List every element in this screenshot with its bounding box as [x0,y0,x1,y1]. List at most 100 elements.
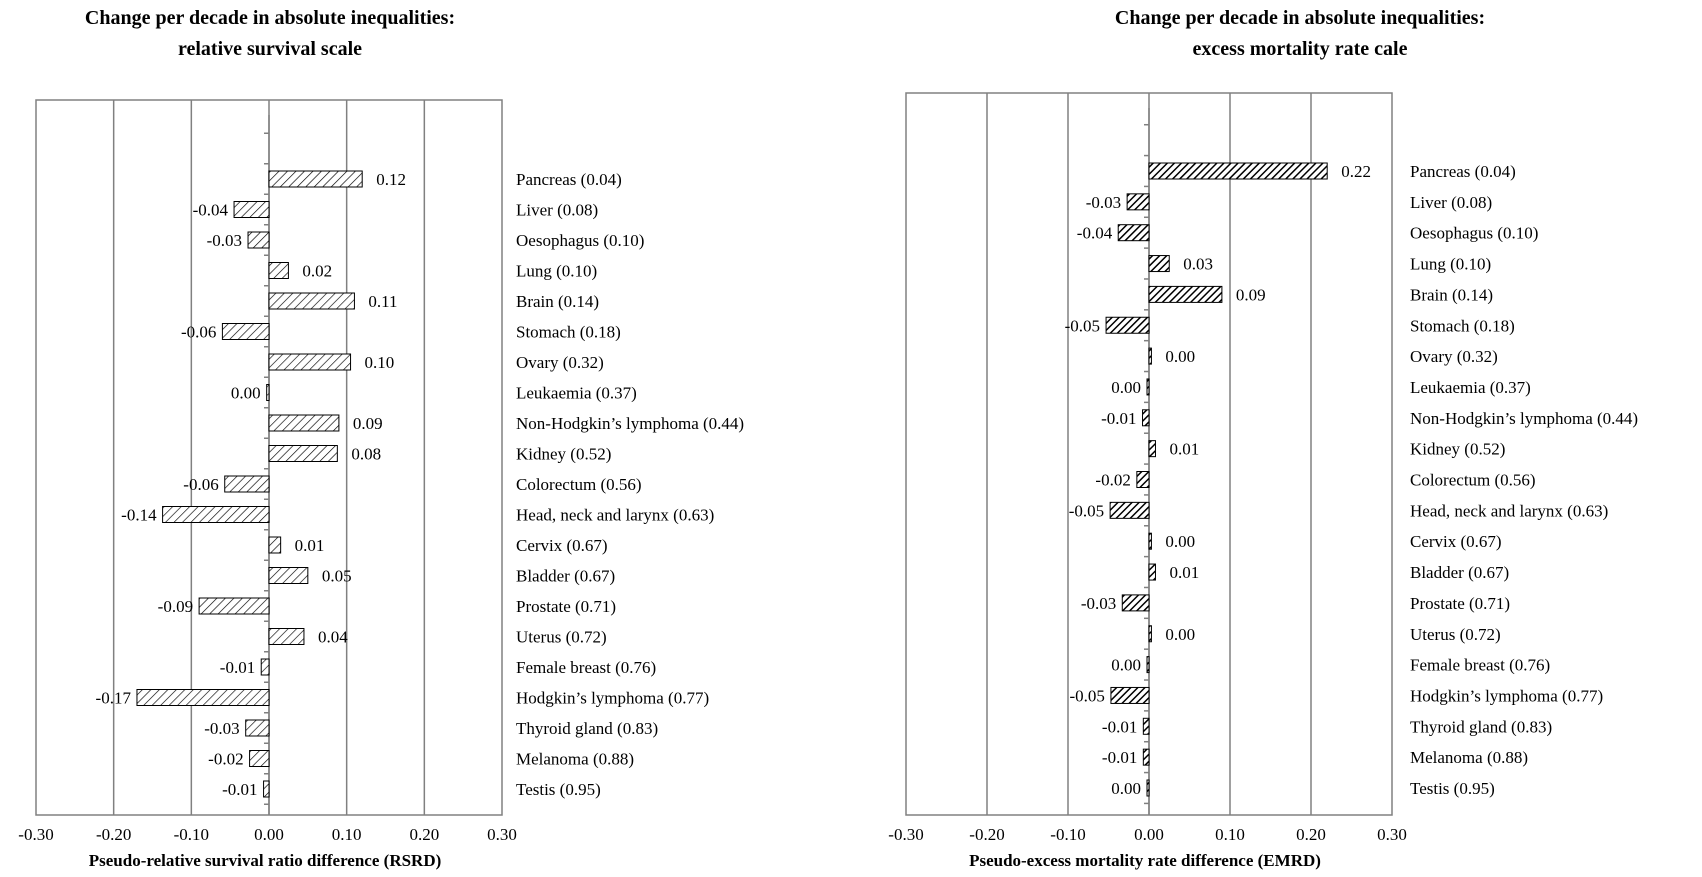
right-data-label: -0.03 [1081,594,1116,613]
right-category-label: Cervix (0.67) [1410,532,1502,551]
left-chart: Change per decade in absolute inequaliti… [18,7,744,870]
left-category-label: Lung (0.10) [516,262,597,281]
right-bar [1148,563,1156,581]
left-bar [224,475,270,493]
right-category-label: Non-Hodgkin’s lymphoma (0.44) [1410,409,1638,428]
right-x-tick-label: 0.10 [1215,825,1245,844]
left-x-tick-label: -0.10 [174,825,209,844]
left-data-label: -0.06 [181,323,216,342]
left-category-label: Bladder (0.67) [516,567,615,586]
right-data-label: 0.00 [1165,625,1195,644]
right-data-label: 0.00 [1111,378,1141,397]
left-data-label: -0.06 [183,475,218,494]
right-data-label: -0.05 [1065,316,1100,335]
left-category-label: Ovary (0.32) [516,353,604,372]
left-bar [268,170,363,188]
right-data-label: 0.22 [1341,162,1371,181]
left-data-label: 0.04 [318,628,348,647]
left-category-label: Pancreas (0.04) [516,170,622,189]
right-category-label: Prostate (0.71) [1410,594,1510,613]
left-data-label: 0.02 [302,262,332,281]
left-category-label: Testis (0.95) [516,780,601,799]
left-x-tick-label: -0.30 [18,825,53,844]
right-category-label: Melanoma (0.88) [1410,748,1528,767]
left-data-label: 0.11 [368,292,397,311]
left-bar [233,201,270,218]
right-data-label: 0.03 [1183,255,1213,274]
left-category-label: Brain (0.14) [516,292,599,311]
left-bar [162,506,270,523]
right-data-label: -0.05 [1069,501,1104,520]
left-category-label: Stomach (0.18) [516,323,621,342]
left-data-label: 0.08 [351,445,381,464]
right-data-label: -0.01 [1102,717,1137,736]
right-bar [1117,224,1150,242]
right-category-label: Ovary (0.32) [1410,347,1498,366]
left-chart-title: Change per decade in absolute inequaliti… [85,7,455,29]
left-data-label: -0.02 [208,750,243,769]
right-bar [1136,471,1150,488]
right-category-label: Bladder (0.67) [1410,563,1509,582]
left-category-label: Kidney (0.52) [516,445,611,464]
right-bar [1146,378,1150,396]
left-bar [245,719,270,737]
right-chart: Change per decade in absolute inequaliti… [888,7,1638,870]
left-category-label: Cervix (0.67) [516,536,608,555]
right-bar [1105,316,1150,334]
right-data-label: 0.00 [1165,532,1195,551]
left-data-label: -0.14 [121,506,157,525]
left-data-label: 0.10 [365,353,395,372]
left-bar [268,353,352,371]
right-bar [1146,656,1150,674]
right-chart-title: Change per decade in absolute inequaliti… [1115,7,1485,29]
left-data-label: 0.09 [353,414,383,433]
right-bar [1148,532,1152,550]
left-category-label: Oesophagus (0.10) [516,231,644,250]
left-bar [221,323,270,340]
left-bar [198,597,270,615]
right-bar [1121,594,1150,612]
right-data-label: -0.04 [1077,224,1113,243]
right-x-tick-label: 0.20 [1296,825,1326,844]
left-category-label: Leukaemia (0.37) [516,384,637,403]
left-category-label: Female breast (0.76) [516,658,656,677]
left-category-label: Non-Hodgkin’s lymphoma (0.44) [516,414,744,433]
left-data-label: -0.04 [193,201,229,220]
right-category-label: Oesophagus (0.10) [1410,224,1538,243]
left-data-label: -0.03 [204,719,239,738]
right-bar [1146,779,1150,797]
left-data-label: -0.09 [158,597,193,616]
right-data-label: 0.00 [1165,347,1195,366]
left-bar [268,536,282,554]
left-x-tick-label: 0.10 [332,825,362,844]
right-bar [1110,686,1150,704]
left-data-label: -0.01 [222,780,257,799]
right-bar [1148,347,1152,365]
right-chart-subtitle: excess mortality rate cale [1193,38,1408,60]
right-data-label: -0.01 [1102,748,1137,767]
left-bar [266,384,270,401]
right-bar [1148,255,1170,273]
right-bar [1126,193,1150,211]
right-x-tick-label: -0.10 [1050,825,1085,844]
right-x-tick-label: 0.00 [1134,825,1164,844]
left-bar [268,445,338,462]
left-data-label: -0.17 [96,689,132,708]
left-category-label: Melanoma (0.88) [516,750,634,769]
right-x-tick-label: -0.30 [888,825,923,844]
right-category-label: Colorectum (0.56) [1410,471,1536,490]
left-data-label: -0.01 [220,658,255,677]
right-category-label: Hodgkin’s lymphoma (0.77) [1410,686,1603,705]
left-bar [268,567,309,584]
left-category-label: Liver (0.08) [516,201,598,220]
right-bar [1109,501,1150,519]
left-category-label: Head, neck and larynx (0.63) [516,506,714,525]
right-data-label: 0.00 [1111,779,1141,798]
right-category-label: Female breast (0.76) [1410,656,1550,675]
left-bar [268,628,305,645]
left-bar [268,414,340,432]
left-data-label: 0.12 [376,170,406,189]
left-category-label: Thyroid gland (0.83) [516,719,658,738]
